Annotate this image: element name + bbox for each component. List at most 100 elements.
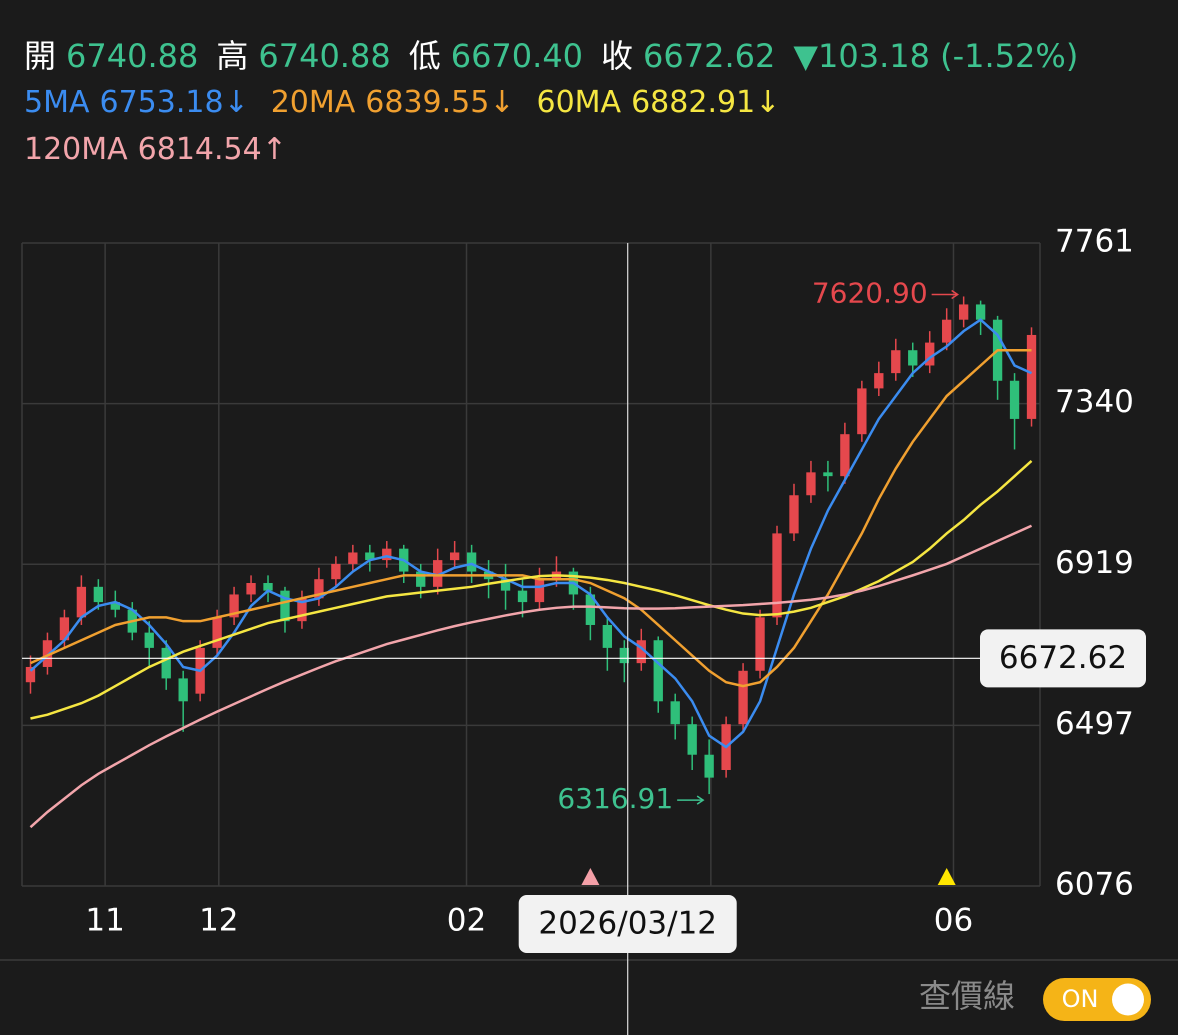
candle-body (144, 632, 154, 648)
ma-trend: ↓ (224, 85, 249, 120)
quote-change: ▼103.18 (-1.52%) (793, 37, 1078, 75)
candle-body (178, 678, 188, 702)
quote-label: 開 (24, 37, 56, 75)
quote-label: 收 (601, 37, 633, 75)
quote-value: 6672.62 (643, 37, 775, 75)
candle-body (331, 563, 341, 580)
candle-body (874, 373, 884, 389)
candle-body (602, 624, 613, 648)
candle-body (823, 472, 833, 477)
y-tick-label: 6919 (1055, 545, 1134, 581)
candle-body (891, 350, 901, 374)
y-tick-label: 6497 (1055, 706, 1134, 742)
crosshair-x-box (518, 895, 737, 953)
candle-body (755, 617, 765, 671)
candle-body (93, 586, 104, 603)
ma-value: 6839.55 (365, 85, 489, 120)
control-label: 查價線 (919, 977, 1015, 1015)
quote-row: 開 6740.88 高 6740.88 低 6670.40 收 6672.62 ▼103.18 … (24, 37, 1078, 75)
candle-body (449, 552, 460, 561)
ma-trend: ↓ (489, 85, 514, 120)
candle-body (1026, 334, 1037, 419)
quote-value: 6740.88 (258, 37, 390, 75)
candle-body (246, 583, 256, 595)
annotation-label: 6316.91 (557, 782, 673, 815)
candle-body (212, 617, 222, 648)
candle-body (925, 342, 935, 366)
ma-name: 120MA (24, 132, 128, 167)
candle-body (365, 552, 375, 561)
candle-body (704, 754, 714, 778)
annotation-arrow-head (696, 795, 705, 805)
quote-label: 高 (216, 37, 248, 75)
toggle-state[interactable]: ON (1062, 985, 1099, 1013)
candle-body (806, 472, 816, 496)
ma-legend-row: 120MA 6814.54↑ (24, 132, 287, 167)
candle-body (76, 586, 87, 618)
annotation-arrow-head (951, 289, 960, 300)
y-tick-label: 7340 (1055, 384, 1134, 420)
candle-body (857, 388, 867, 435)
candle-body (25, 666, 36, 683)
ma-legend-row: 5MA 6753.18↓ 20MA 6839.55↓ 60MA 6882.91↓ (24, 85, 780, 120)
candle-body (840, 434, 850, 477)
candle-body (670, 701, 680, 725)
candle-body (42, 640, 53, 667)
event-marker (581, 868, 600, 885)
candle-body (416, 571, 426, 587)
candle-body (958, 304, 969, 320)
candle-body (59, 617, 70, 641)
ma-name: 5MA (24, 85, 90, 120)
candle-body (263, 583, 273, 591)
candle-body (433, 560, 443, 587)
ma-trend: ↓ (755, 85, 780, 120)
ma-name: 20MA (271, 85, 356, 120)
candle-body (517, 590, 528, 603)
candle-body (585, 594, 596, 625)
plot (21, 242, 1041, 887)
toggle-knob[interactable] (1112, 983, 1144, 1016)
event-marker (937, 868, 956, 885)
candle-body (348, 552, 358, 564)
x-tick-label: 02 (447, 903, 486, 939)
annotation-label: 7620.90 (812, 276, 928, 309)
crosshair-y-label: 6672.62 (999, 640, 1127, 676)
candle-body (942, 319, 952, 343)
candle-body (975, 304, 986, 320)
ma-value: 6882.91 (631, 85, 755, 120)
candle-body (534, 579, 545, 603)
candle-body (772, 533, 782, 618)
crosshair-x-label: 2026/03/12 (538, 906, 717, 942)
candle-body (297, 598, 307, 622)
crosshair-y-box (980, 629, 1146, 688)
candle-body (619, 647, 629, 664)
ma-trend: ↑ (262, 132, 287, 167)
y-tick-label: 7761 (1055, 224, 1134, 260)
candle-body (161, 647, 171, 679)
candle-body (636, 640, 646, 664)
ma-name: 60MA (537, 85, 622, 120)
quote-value: 6740.88 (66, 37, 198, 75)
ma-line (29, 524, 1033, 829)
x-tick-label: 12 (199, 903, 238, 939)
ma-value: 6814.54 (138, 132, 262, 167)
candle-body (687, 724, 697, 755)
quote-label: 低 (409, 37, 441, 75)
candle-body (653, 640, 663, 702)
quote-value: 6670.40 (451, 37, 583, 75)
x-tick-label: 06 (934, 903, 973, 939)
candle-body (110, 602, 120, 610)
candle-body (466, 552, 477, 572)
candle-body (1009, 380, 1020, 419)
candle-body (229, 594, 239, 618)
candle-body (280, 590, 290, 622)
candle-body (314, 579, 324, 599)
ma-value: 6753.18 (100, 85, 224, 120)
candle-body (789, 495, 799, 534)
ma-line (29, 318, 1033, 749)
candle-body (382, 548, 392, 561)
candle-body (500, 579, 511, 591)
